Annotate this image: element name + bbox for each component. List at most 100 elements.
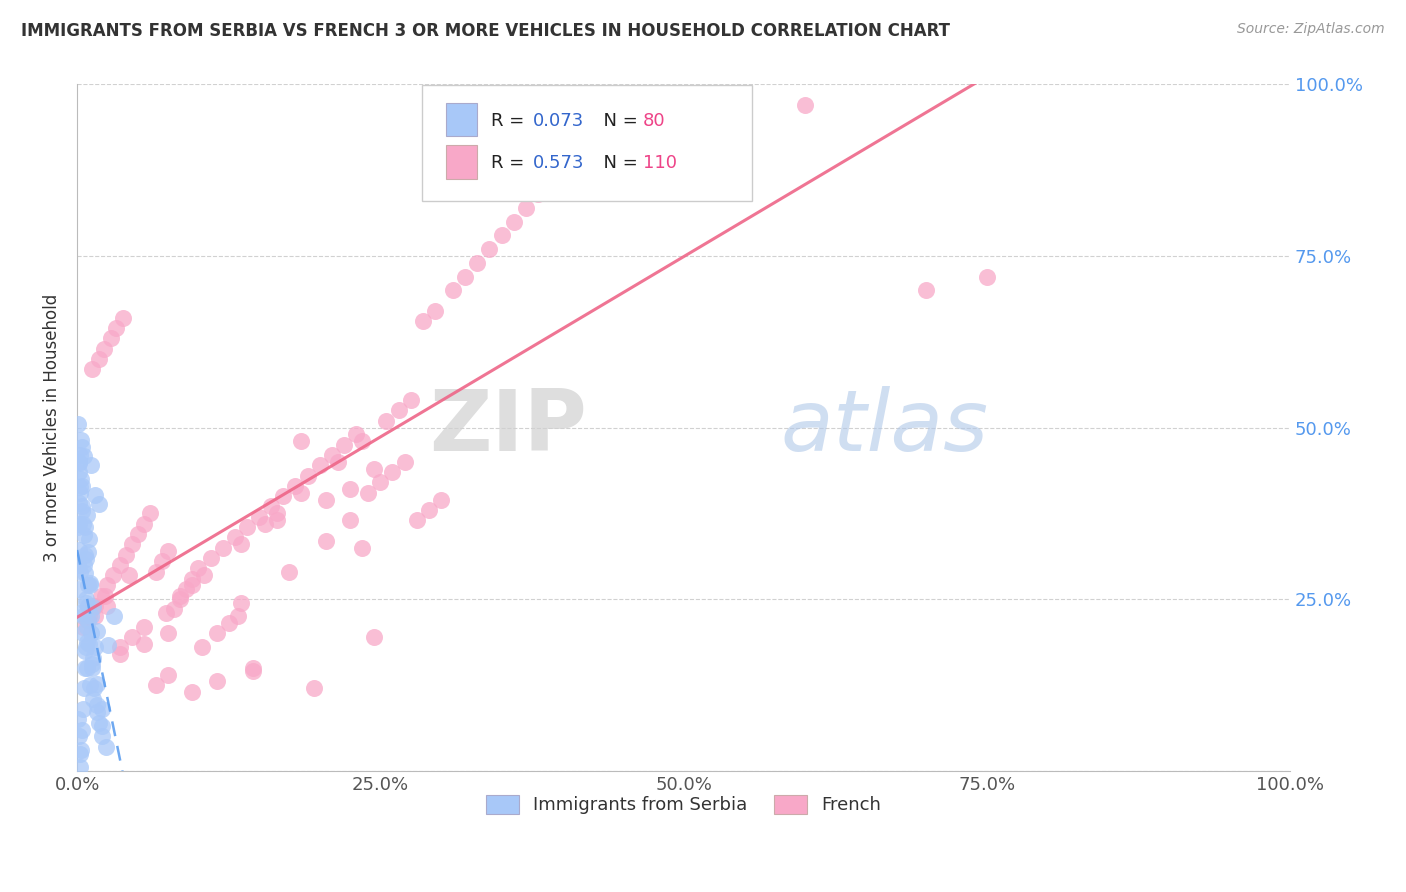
Point	[72, 702, 94, 716]
Point	[145, 678, 167, 692]
Point	[79, 678, 101, 692]
Y-axis label: 3 or more Vehicles in Household: 3 or more Vehicles in Household	[44, 293, 60, 562]
Point	[97, 638, 120, 652]
Point	[271, 489, 294, 503]
Point	[67, 496, 90, 510]
Point	[284, 479, 307, 493]
Point	[118, 568, 141, 582]
Point	[79, 625, 101, 640]
Point	[73, 450, 96, 464]
Point	[67, 558, 90, 572]
Point	[67, 542, 90, 557]
Point	[76, 578, 98, 592]
Point	[290, 434, 312, 449]
Point	[315, 492, 337, 507]
Point	[76, 613, 98, 627]
Point	[86, 706, 108, 720]
Point	[297, 468, 319, 483]
Point	[103, 608, 125, 623]
Point	[174, 582, 197, 596]
Point	[70, 479, 93, 493]
Point	[114, 548, 136, 562]
Point	[538, 173, 561, 187]
Point	[86, 624, 108, 639]
Point	[100, 331, 122, 345]
Point	[67, 417, 90, 431]
Point	[551, 160, 574, 174]
Point	[67, 516, 90, 531]
Point	[69, 760, 91, 774]
Point	[502, 215, 524, 229]
Point	[72, 619, 94, 633]
Point	[150, 554, 173, 568]
Point	[733, 91, 755, 105]
Point	[70, 723, 93, 737]
Point	[103, 568, 125, 582]
Point	[79, 637, 101, 651]
Point	[75, 596, 97, 610]
Point	[67, 730, 90, 744]
Text: 0.073: 0.073	[533, 112, 583, 129]
Point	[80, 362, 103, 376]
Point	[352, 541, 374, 555]
Point	[527, 187, 550, 202]
Point	[67, 712, 90, 726]
Point	[218, 616, 240, 631]
Point	[69, 480, 91, 494]
Point	[69, 565, 91, 579]
Point	[157, 544, 180, 558]
Point	[93, 342, 115, 356]
Point	[333, 438, 356, 452]
Point	[83, 640, 105, 655]
Point	[205, 674, 228, 689]
Point	[357, 485, 380, 500]
Point	[915, 283, 938, 297]
Point	[247, 509, 270, 524]
Point	[70, 433, 93, 447]
Point	[191, 640, 214, 655]
Point	[108, 647, 131, 661]
Point	[75, 640, 97, 655]
Text: N =: N =	[592, 112, 644, 129]
Point	[73, 566, 96, 580]
Point	[76, 613, 98, 627]
Point	[127, 527, 149, 541]
Point	[84, 609, 107, 624]
Point	[82, 691, 104, 706]
Point	[266, 507, 288, 521]
Point	[104, 321, 127, 335]
Point	[67, 582, 90, 596]
Point	[73, 520, 96, 534]
Point	[77, 609, 100, 624]
Point	[70, 504, 93, 518]
Point	[163, 602, 186, 616]
Point	[94, 739, 117, 754]
Point	[352, 434, 374, 449]
Point	[72, 516, 94, 531]
Text: 0.573: 0.573	[533, 154, 585, 172]
Point	[79, 578, 101, 592]
Point	[89, 715, 111, 730]
Point	[412, 314, 434, 328]
Point	[211, 541, 233, 555]
Point	[394, 455, 416, 469]
Point	[86, 676, 108, 690]
Point	[67, 455, 90, 469]
Point	[193, 568, 215, 582]
Point	[224, 530, 246, 544]
Point	[82, 651, 104, 665]
Point	[76, 619, 98, 633]
Point	[242, 664, 264, 678]
Point	[266, 513, 288, 527]
Point	[308, 458, 330, 473]
Point	[73, 548, 96, 562]
Point	[228, 609, 250, 624]
Text: N =: N =	[592, 154, 644, 172]
Text: IMMIGRANTS FROM SERBIA VS FRENCH 3 OR MORE VEHICLES IN HOUSEHOLD CORRELATION CHA: IMMIGRANTS FROM SERBIA VS FRENCH 3 OR MO…	[21, 22, 950, 40]
Point	[67, 520, 90, 534]
Point	[121, 537, 143, 551]
Point	[82, 599, 104, 613]
Point	[77, 532, 100, 546]
Point	[242, 661, 264, 675]
Point	[83, 488, 105, 502]
